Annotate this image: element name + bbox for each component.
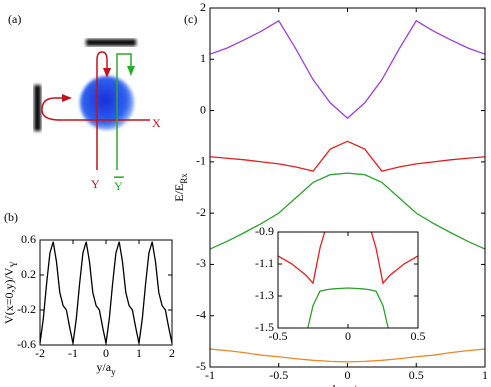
inset-background <box>278 232 418 328</box>
y-tick-label: 0.2 <box>21 267 36 281</box>
panel-label: (b) <box>4 210 18 224</box>
y-tick-label: -4 <box>196 307 206 321</box>
label-subscript: Y <box>9 261 19 268</box>
x-tick-label: 0.5 <box>411 329 426 343</box>
y-tick-label: -1.3 <box>255 288 274 302</box>
y-tick-label: -0.9 <box>255 224 274 238</box>
y-tick-label: -2 <box>196 205 206 219</box>
plot: -0.5 0 0.5 -1.5 -1.3 -1.1 -0.9 <box>255 224 426 343</box>
axes-frame <box>209 7 486 368</box>
y-tick-label: 0 <box>200 102 206 116</box>
arrow <box>62 94 72 102</box>
beam-y <box>96 51 108 170</box>
x-tick-label: 2 <box>169 346 175 360</box>
series-line <box>210 348 485 363</box>
x-tick-label: -1 <box>68 346 78 360</box>
series-line <box>210 140 485 172</box>
series-line <box>307 287 389 328</box>
x-axis-label: kxax/π <box>333 382 363 387</box>
label-part: /π <box>353 382 362 387</box>
panel-label: (a) <box>8 12 21 26</box>
y-tick-label: -5 <box>196 359 206 373</box>
y-axis-label: V(x=0,y)/VY <box>2 261 19 324</box>
y-tick-label: -1.5 <box>255 320 274 334</box>
series-line <box>210 19 485 120</box>
mirror <box>34 85 41 131</box>
x-tick-label: 0.5 <box>409 368 424 382</box>
label-part: a <box>343 382 349 387</box>
y-tick-label: -3 <box>196 256 206 270</box>
label-subscript: y <box>111 367 116 377</box>
y-label: Y <box>91 177 100 191</box>
arrow <box>127 66 135 76</box>
diagram: (a) X Y Y <box>8 12 161 193</box>
y-tick-label: 0.6 <box>21 232 36 246</box>
label-subscript: Rx <box>179 173 189 184</box>
x-axis-label: y/ay <box>96 360 116 377</box>
x-tick-label: -0.5 <box>269 368 288 382</box>
x-tick-label: 0 <box>345 368 351 382</box>
beam-x <box>41 97 150 121</box>
y-tick-label: -1 <box>196 154 206 168</box>
atom-cloud <box>80 76 134 130</box>
panel-label: (c) <box>184 12 197 26</box>
y-tick-label: -1.1 <box>255 256 274 270</box>
x-tick-label: 1 <box>136 346 142 360</box>
label-part: y/a <box>96 360 111 374</box>
mirror <box>86 39 136 46</box>
axes-frame <box>39 239 173 346</box>
x-tick-label: -0.5 <box>269 329 288 343</box>
x-tick-label: -1 <box>205 368 215 382</box>
series-line <box>40 241 172 344</box>
beam-y-bar <box>116 53 132 170</box>
y-tick-label: 2 <box>200 0 206 14</box>
arrow <box>103 68 111 78</box>
series-line <box>210 172 485 250</box>
label-part: E/E <box>172 184 186 202</box>
label-part: V(x=0,y)/V <box>2 267 16 324</box>
x-tick-label: 0 <box>103 346 109 360</box>
y-tick-label: -0.6 <box>17 337 36 351</box>
plot: -2 -1 0 1 2 -0.6 -0.2 0.2 0.6(b) y/ay V(x=0,y)/VY <box>2 210 175 377</box>
x-label: X <box>152 116 161 130</box>
y-tick-label: 1 <box>200 51 206 65</box>
label-part: k <box>333 382 339 387</box>
axes-frame <box>277 231 419 329</box>
y-tick-label: -0.2 <box>17 302 36 316</box>
x-tick-label: 1 <box>482 368 488 382</box>
x-tick-label: 0 <box>345 329 351 343</box>
y-axis-label: E/ERx <box>172 173 189 202</box>
y-bar-label: Y <box>114 179 123 193</box>
series-line <box>278 232 418 285</box>
x-tick-label: -2 <box>35 346 45 360</box>
